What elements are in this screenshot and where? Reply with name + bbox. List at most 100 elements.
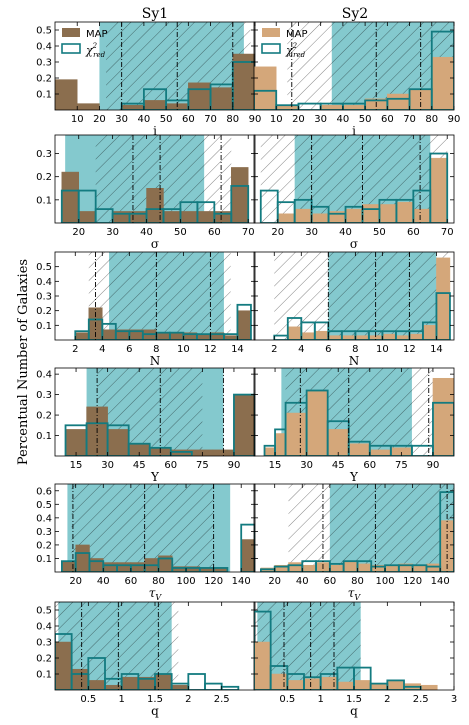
map-bar	[143, 100, 167, 110]
map-bar	[432, 377, 454, 456]
chi2-bar	[429, 152, 449, 223]
map-bar	[426, 563, 441, 572]
y-tick-label: 0.3	[36, 390, 52, 401]
x-tick-label: 40	[296, 576, 309, 587]
map-bar	[303, 678, 321, 690]
map-bar	[264, 447, 276, 456]
map-bar	[422, 325, 437, 340]
panel-plot-area	[273, 252, 451, 340]
map-bar	[348, 443, 371, 456]
x-tick-label: 60	[124, 576, 137, 587]
y-tick-label: 0.6	[36, 486, 52, 497]
map-bar	[233, 394, 255, 456]
map-bar	[431, 56, 454, 110]
x-axis-label: q	[151, 704, 159, 718]
hatched-band	[71, 484, 214, 572]
y-tick-label: 0.5	[36, 606, 52, 617]
panel-sigma-Sy1: 0.1 0.2 0.3 20 30 40 50 60 70 σ	[36, 134, 256, 251]
x-tick-label: 50	[174, 227, 187, 238]
x-tick-label: 20	[271, 227, 284, 238]
x-tick-label: 15	[269, 460, 282, 471]
x-tick-label: 40	[138, 114, 151, 125]
map-bar	[369, 449, 392, 456]
panel-plot-area	[259, 484, 454, 572]
panel-plot-area	[60, 484, 255, 572]
panel-frame	[54, 21, 256, 111]
x-tick-label: 30	[314, 114, 327, 125]
chi2-bar	[230, 185, 250, 223]
x-axis-label: i	[352, 124, 356, 138]
legend-swatch-chi	[261, 43, 281, 54]
y-tick-label: 0.2	[36, 654, 52, 665]
map-bar	[240, 539, 255, 572]
panel-N-Sy2: 2 4 6 8 10 12 14 N	[253, 251, 455, 368]
y-tick-label: 0.4	[36, 370, 52, 381]
x-tick-label: 1.5	[147, 694, 163, 705]
map-bar	[413, 208, 431, 223]
x-tick-label: 75	[196, 460, 209, 471]
map-bar	[343, 560, 358, 572]
map-bar	[121, 676, 139, 690]
legend-swatch-map	[62, 28, 80, 37]
y-axis-label: Percentual Number of Galaxies	[16, 259, 31, 465]
x-tick-label: 12	[403, 344, 416, 355]
x-tick-label: 140	[232, 576, 251, 587]
map-bar	[61, 171, 79, 223]
map-bar	[197, 211, 215, 223]
panel-plot-area	[55, 602, 240, 690]
map-bar	[387, 680, 405, 690]
x-tick-label: 20	[268, 576, 281, 587]
panel-N-Sy1: 0.1 0.2 0.3 0.4 0.5 2 4 6 8 10 12 14 N	[36, 251, 256, 368]
map-bar	[306, 390, 328, 456]
x-tick-label: 14	[430, 344, 443, 355]
x-axis-label: σ	[151, 237, 159, 251]
y-tick-label: 0.2	[36, 411, 52, 422]
hatched-band	[88, 252, 231, 340]
x-axis-label: i	[153, 124, 157, 138]
y-tick-label: 0.1	[36, 90, 52, 101]
map-bar	[294, 208, 312, 223]
panel-q-Sy1: 0.1 0.2 0.3 0.4 0.5 0.5 1 1.5 2 2.5 q	[36, 601, 256, 718]
x-tick-label: 1	[118, 694, 124, 705]
x-tick-label: 90	[249, 114, 262, 125]
map-bar	[412, 564, 427, 572]
panel-plot-area	[55, 22, 255, 110]
map-bar	[102, 329, 117, 340]
panel-frame	[253, 367, 455, 457]
map-bar	[285, 412, 307, 456]
y-tick-label: 0.3	[36, 527, 52, 538]
x-tick-label: 0.5	[279, 694, 295, 705]
x-axis-label: Y	[349, 470, 359, 484]
x-tick-label: 60	[363, 460, 376, 471]
map-bar	[436, 257, 451, 340]
legend-label-map: MAP	[86, 29, 108, 40]
x-axis-label: N	[349, 354, 360, 368]
x-tick-label: 1.5	[346, 694, 362, 705]
x-tick-label: 50	[160, 114, 173, 125]
panel-frame	[54, 483, 256, 573]
panel-sigma-Sy2: 20 30 40 50 60 70 σ	[253, 134, 455, 251]
legend-label-map: MAP	[286, 29, 308, 40]
panel-frame	[253, 134, 455, 224]
x-tick-label: 45	[133, 460, 146, 471]
map-bar	[78, 211, 96, 223]
column-title-sy1: Sy1	[142, 6, 168, 22]
map-bar	[231, 167, 249, 223]
map-bar	[180, 211, 198, 223]
chi2-bar	[204, 682, 223, 690]
map-bar	[396, 201, 414, 223]
map-bar	[379, 204, 397, 223]
y-tick-label: 0.1	[36, 554, 52, 565]
panel-frame	[54, 134, 256, 224]
panel-plot-area	[254, 602, 438, 690]
x-tick-label: 30	[101, 460, 114, 471]
map-bar	[254, 66, 277, 110]
chi2-bar	[254, 89, 278, 110]
map-bar	[237, 310, 252, 340]
map-bar	[71, 668, 89, 690]
panel-plot-area	[64, 368, 255, 456]
y-tick-label: 0.1	[36, 321, 52, 332]
panel-frame	[253, 483, 455, 573]
x-axis-label: Y	[150, 470, 160, 484]
